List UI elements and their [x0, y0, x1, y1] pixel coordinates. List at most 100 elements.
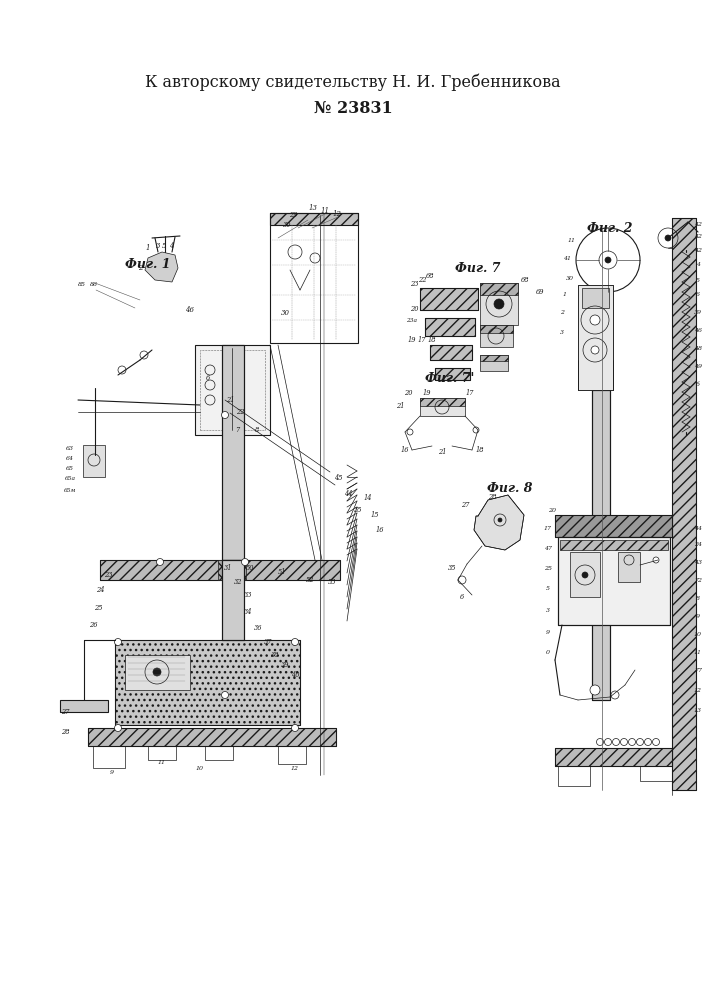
Circle shape — [221, 692, 228, 698]
Text: 5: 5 — [696, 277, 700, 282]
Text: 12: 12 — [694, 688, 702, 692]
Bar — [672, 218, 696, 790]
Text: 28: 28 — [61, 728, 69, 736]
Bar — [425, 318, 475, 336]
Text: 9: 9 — [110, 770, 114, 774]
Text: 12: 12 — [291, 766, 299, 770]
Text: 63: 63 — [66, 446, 74, 450]
Text: 11: 11 — [694, 650, 702, 654]
Text: 35: 35 — [448, 564, 456, 572]
Bar — [270, 213, 358, 225]
Text: 65а: 65а — [64, 477, 76, 482]
Text: 14: 14 — [363, 494, 373, 502]
Bar — [270, 213, 358, 225]
Text: 23: 23 — [410, 280, 419, 288]
Circle shape — [291, 639, 298, 646]
Text: 27: 27 — [61, 708, 69, 716]
Text: Фиг. 1: Фиг. 1 — [125, 258, 171, 271]
Text: 34: 34 — [244, 608, 252, 616]
Bar — [558, 537, 670, 625]
Polygon shape — [474, 495, 524, 550]
Text: 6: 6 — [696, 292, 700, 298]
Bar — [278, 746, 306, 764]
Text: 6: 6 — [460, 593, 464, 601]
Bar — [218, 560, 246, 580]
Text: Фиг. 8: Фиг. 8 — [487, 482, 533, 494]
Text: 42: 42 — [694, 234, 702, 239]
Bar — [430, 345, 472, 360]
Bar — [420, 398, 465, 406]
Text: 16: 16 — [375, 526, 384, 534]
Bar — [592, 390, 610, 700]
Text: 46: 46 — [694, 328, 702, 332]
Bar — [115, 640, 300, 725]
Circle shape — [498, 518, 502, 522]
Text: Фиг. 7': Фиг. 7' — [426, 371, 474, 384]
Text: 11: 11 — [568, 237, 576, 242]
Text: 45: 45 — [334, 474, 342, 482]
Text: 49: 49 — [694, 363, 702, 368]
Bar — [195, 345, 270, 435]
Text: 17: 17 — [544, 526, 552, 530]
Text: 48: 48 — [694, 346, 702, 351]
Text: 3: 3 — [156, 242, 160, 250]
Text: 35: 35 — [354, 506, 362, 514]
Text: 29: 29 — [288, 211, 297, 219]
Text: 1: 1 — [146, 244, 151, 252]
Text: 30: 30 — [283, 221, 291, 229]
Bar — [672, 218, 696, 790]
Circle shape — [653, 557, 659, 563]
Text: 23: 23 — [104, 571, 112, 579]
Text: 52: 52 — [305, 576, 314, 584]
Text: 21: 21 — [226, 396, 234, 404]
Bar — [558, 537, 670, 625]
Text: 24: 24 — [95, 586, 104, 594]
Bar — [420, 288, 478, 310]
Text: 20: 20 — [548, 508, 556, 512]
Text: 65: 65 — [66, 466, 74, 471]
Text: 23а: 23а — [407, 318, 418, 322]
Text: 24: 24 — [694, 542, 702, 548]
Circle shape — [156, 558, 163, 566]
Bar — [555, 515, 672, 537]
Text: 86: 86 — [90, 282, 98, 286]
Text: 10: 10 — [694, 632, 702, 637]
Text: 19: 19 — [408, 336, 416, 344]
Text: 11: 11 — [158, 760, 166, 764]
Circle shape — [582, 572, 588, 578]
Bar — [60, 700, 108, 712]
Bar — [222, 560, 244, 640]
Bar — [570, 552, 600, 597]
Text: 22: 22 — [418, 276, 426, 284]
Text: 47: 47 — [544, 546, 552, 550]
Bar — [93, 746, 125, 768]
Circle shape — [115, 639, 122, 646]
Bar — [115, 640, 300, 725]
Circle shape — [242, 558, 248, 566]
Text: 50: 50 — [246, 564, 255, 572]
Text: 10: 10 — [196, 766, 204, 770]
Text: 22: 22 — [235, 408, 244, 416]
Circle shape — [115, 724, 122, 732]
Text: 9: 9 — [696, 613, 700, 618]
Text: 68: 68 — [521, 276, 530, 284]
Text: 17: 17 — [418, 336, 426, 344]
Circle shape — [611, 691, 619, 699]
Text: 2: 2 — [560, 310, 564, 314]
Bar — [480, 283, 518, 295]
Bar — [88, 728, 336, 746]
Text: 4: 4 — [696, 262, 700, 267]
Bar — [555, 748, 672, 766]
Text: К авторскому свидетельству Н. И. Гребенникова: К авторскому свидетельству Н. И. Гребенн… — [145, 73, 561, 91]
Bar — [560, 540, 668, 550]
Bar — [270, 213, 358, 343]
Text: 37: 37 — [264, 638, 272, 646]
Bar — [435, 368, 470, 380]
Bar — [578, 285, 613, 390]
Polygon shape — [145, 252, 178, 282]
Bar — [200, 350, 265, 430]
Text: 17: 17 — [466, 389, 474, 397]
Text: 1: 1 — [563, 292, 567, 298]
Text: 0: 0 — [546, 650, 550, 654]
Text: 38: 38 — [271, 651, 279, 659]
